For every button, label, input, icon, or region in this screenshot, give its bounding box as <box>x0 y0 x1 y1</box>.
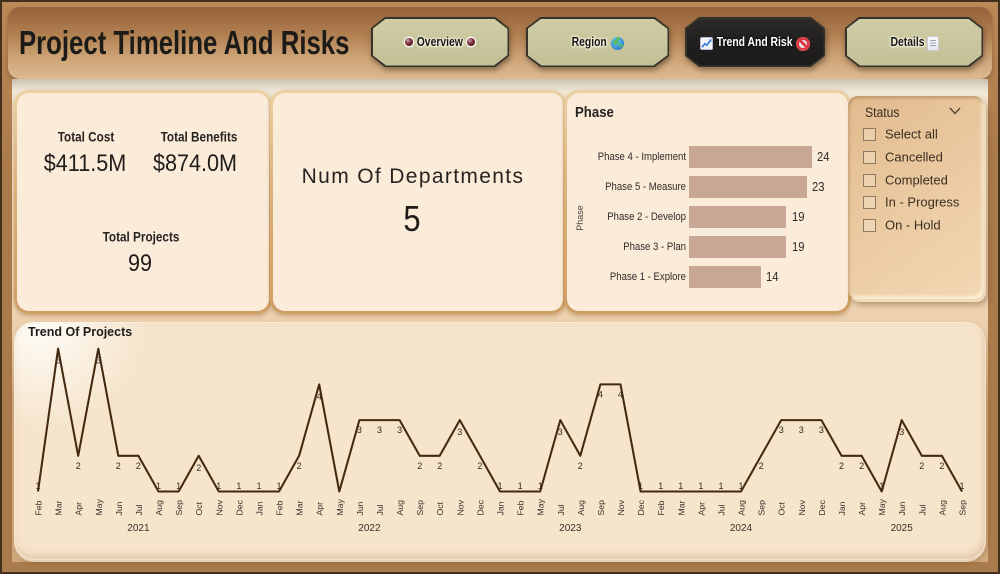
svg-text:3: 3 <box>799 425 804 435</box>
svg-text:Jun: Jun <box>114 501 124 515</box>
svg-text:Jan: Jan <box>837 501 847 515</box>
svg-text:Mar: Mar <box>676 500 686 515</box>
svg-text:2: 2 <box>136 461 141 471</box>
svg-text:May: May <box>335 498 345 515</box>
svg-text:Jul: Jul <box>717 504 727 515</box>
svg-text:2022: 2022 <box>358 523 381 534</box>
svg-text:4: 4 <box>618 389 623 399</box>
svg-text:3: 3 <box>779 425 784 435</box>
svg-text:3: 3 <box>899 427 904 437</box>
svg-text:2: 2 <box>839 461 844 471</box>
svg-text:1: 1 <box>538 481 543 491</box>
svg-text:Nov: Nov <box>616 499 626 515</box>
svg-text:4: 4 <box>598 389 603 399</box>
svg-text:2: 2 <box>196 463 201 473</box>
svg-text:Apr: Apr <box>74 502 84 516</box>
svg-text:Sep: Sep <box>415 500 425 516</box>
svg-text:1: 1 <box>959 481 964 491</box>
svg-text:2: 2 <box>859 461 864 471</box>
svg-text:3: 3 <box>397 425 402 435</box>
svg-text:2: 2 <box>578 461 583 471</box>
svg-text:2021: 2021 <box>127 523 150 534</box>
svg-text:Jul: Jul <box>917 504 927 515</box>
svg-text:Jul: Jul <box>375 504 385 515</box>
svg-text:2: 2 <box>939 461 944 471</box>
svg-text:3: 3 <box>357 425 362 435</box>
svg-text:Oct: Oct <box>435 501 445 515</box>
svg-text:2: 2 <box>919 461 924 471</box>
svg-text:Feb: Feb <box>656 500 666 515</box>
svg-text:Feb: Feb <box>34 500 44 515</box>
svg-text:May: May <box>877 498 887 515</box>
svg-text:Jun: Jun <box>355 501 365 515</box>
svg-text:1: 1 <box>518 481 523 491</box>
svg-text:2: 2 <box>76 461 81 471</box>
svg-text:Jun: Jun <box>897 501 907 515</box>
svg-text:2025: 2025 <box>891 523 914 534</box>
svg-text:1: 1 <box>497 481 502 491</box>
svg-text:Sep: Sep <box>596 500 606 516</box>
svg-text:May: May <box>536 498 546 515</box>
svg-text:4: 4 <box>317 391 322 401</box>
svg-text:1: 1 <box>698 481 703 491</box>
svg-text:Sep: Sep <box>174 500 184 516</box>
svg-text:2: 2 <box>417 461 422 471</box>
svg-text:Jan: Jan <box>255 501 265 515</box>
svg-text:1: 1 <box>236 481 241 491</box>
svg-text:1: 1 <box>276 481 281 491</box>
svg-text:1: 1 <box>638 481 643 491</box>
svg-text:1: 1 <box>216 481 221 491</box>
svg-text:Aug: Aug <box>154 500 164 516</box>
svg-text:Apr: Apr <box>696 502 706 516</box>
svg-text:Aug: Aug <box>576 500 586 516</box>
svg-text:Feb: Feb <box>275 500 285 515</box>
svg-text:Aug: Aug <box>395 500 405 516</box>
svg-text:5: 5 <box>56 356 61 366</box>
svg-text:Apr: Apr <box>315 502 325 516</box>
svg-text:Sep: Sep <box>757 500 767 516</box>
svg-text:Dec: Dec <box>817 499 827 515</box>
svg-text:1: 1 <box>176 481 181 491</box>
svg-text:3: 3 <box>377 425 382 435</box>
svg-text:May: May <box>94 498 104 515</box>
svg-text:Aug: Aug <box>937 500 947 516</box>
svg-text:Nov: Nov <box>797 499 807 515</box>
svg-text:Jan: Jan <box>496 501 506 515</box>
svg-text:Mar: Mar <box>54 500 64 515</box>
svg-text:Aug: Aug <box>737 500 747 516</box>
svg-text:Jul: Jul <box>556 504 566 515</box>
svg-text:1: 1 <box>256 481 261 491</box>
svg-text:1: 1 <box>738 481 743 491</box>
svg-text:Jul: Jul <box>134 504 144 515</box>
svg-text:3: 3 <box>558 427 563 437</box>
svg-text:Nov: Nov <box>214 499 224 515</box>
svg-text:Dec: Dec <box>234 499 244 515</box>
svg-text:1: 1 <box>879 481 884 491</box>
svg-text:2: 2 <box>477 461 482 471</box>
svg-text:2023: 2023 <box>559 523 582 534</box>
svg-text:5: 5 <box>96 356 101 366</box>
svg-text:Oct: Oct <box>777 501 787 515</box>
svg-text:Dec: Dec <box>636 499 646 515</box>
svg-text:Oct: Oct <box>194 501 204 515</box>
svg-text:1: 1 <box>678 481 683 491</box>
svg-text:Feb: Feb <box>516 500 526 515</box>
svg-text:Nov: Nov <box>455 499 465 515</box>
svg-text:2: 2 <box>116 461 121 471</box>
svg-text:2024: 2024 <box>730 523 753 534</box>
svg-text:Dec: Dec <box>475 499 485 515</box>
svg-text:3: 3 <box>457 427 462 437</box>
svg-text:2: 2 <box>297 461 302 471</box>
svg-text:Sep: Sep <box>958 500 968 516</box>
svg-text:1: 1 <box>35 481 40 491</box>
svg-text:Apr: Apr <box>857 502 867 516</box>
svg-text:2: 2 <box>759 461 764 471</box>
svg-text:Mar: Mar <box>295 500 305 515</box>
svg-text:1: 1 <box>156 481 161 491</box>
svg-text:2: 2 <box>437 461 442 471</box>
svg-text:3: 3 <box>819 425 824 435</box>
svg-text:1: 1 <box>658 481 663 491</box>
svg-text:1: 1 <box>718 481 723 491</box>
